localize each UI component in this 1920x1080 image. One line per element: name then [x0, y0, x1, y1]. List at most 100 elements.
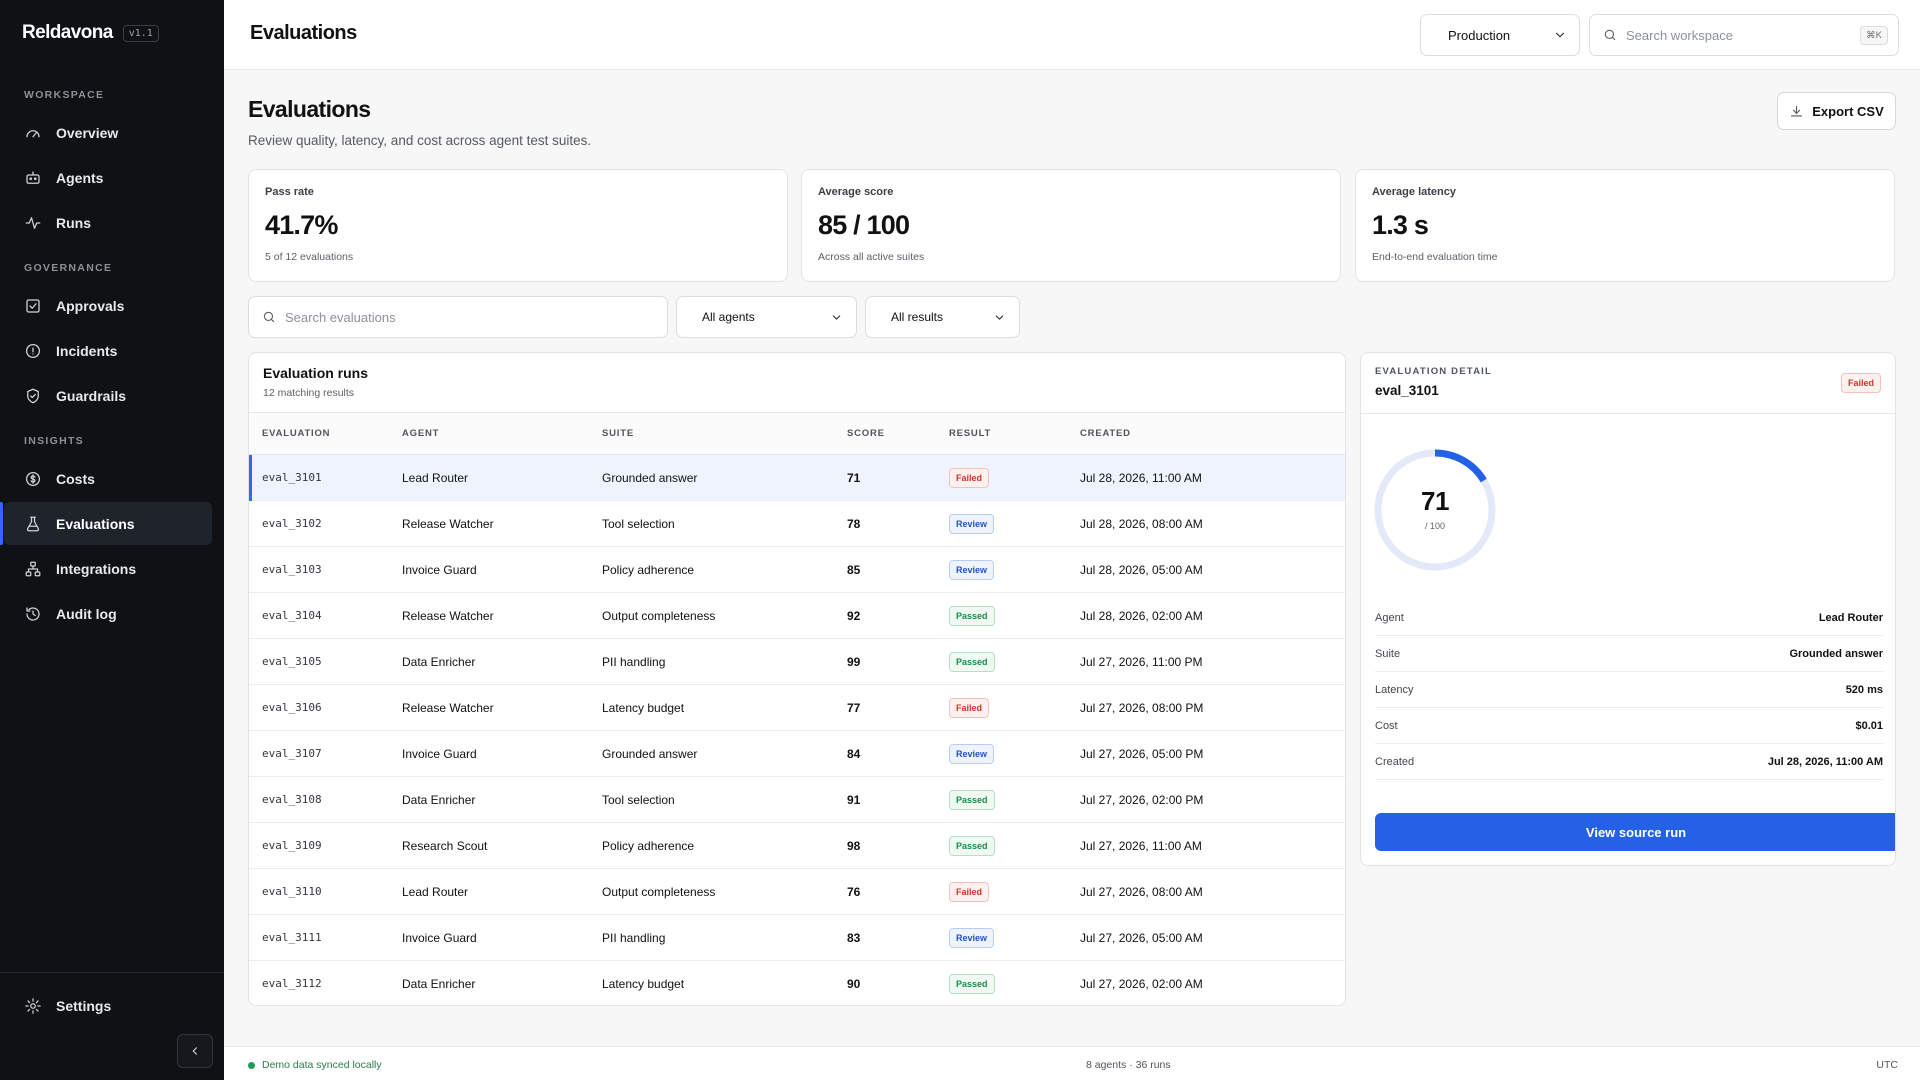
field-key: Suite [1375, 647, 1401, 660]
table-row[interactable]: eval_3102 Release Watcher Tool selection 78… [249, 501, 1345, 547]
sidebar-item-label: Evaluations [56, 515, 135, 532]
cell-suite: Grounded answer [602, 470, 698, 485]
sidebar-item-agents[interactable]: Agents [4, 156, 212, 199]
cell-evaluation-id: eval_3103 [262, 563, 322, 576]
brand-logo-text: Reldavona [22, 22, 113, 43]
cell-score: 90 [847, 976, 861, 991]
table-row[interactable]: eval_3103 Invoice Guard Policy adherence 85… [249, 547, 1345, 593]
sidebar-item-label: Agents [56, 169, 104, 186]
cell-agent: Release Watcher [402, 516, 494, 531]
sidebar-item-overview[interactable]: Overview [4, 111, 212, 154]
table-row[interactable]: eval_3105 Data Enricher PII handling 99 Pass… [249, 639, 1345, 685]
chevron-down-icon [995, 314, 1004, 320]
view-source-run-button[interactable]: View source run [1375, 813, 1895, 851]
evaluation-search-input[interactable]: Search evaluations [248, 296, 668, 338]
workspace-search-input[interactable]: Search workspace ⌘K [1589, 14, 1899, 56]
detail-eyebrow: EVALUATION DETAIL [1375, 366, 1492, 377]
stat-note: End-to-end evaluation time [1372, 251, 1498, 263]
table-row[interactable]: eval_3110 Lead Router Output completeness 7… [249, 869, 1345, 915]
cell-evaluation-id: eval_3112 [262, 977, 322, 990]
brand[interactable]: Reldavona v1.1 [22, 22, 159, 44]
page-title: Evaluations [248, 96, 371, 122]
cell-evaluation-id: eval_3104 [262, 609, 322, 622]
cell-suite: Output completeness [602, 608, 716, 623]
status-badge: Review [949, 559, 995, 580]
result-filter-value: All results [891, 310, 944, 324]
stat-label: Pass rate [265, 186, 314, 198]
footer-timezone: UTC [1876, 1059, 1898, 1071]
table-title: Evaluation runs [263, 365, 369, 381]
column-header-score[interactable]: SCORE [847, 428, 885, 439]
cell-result: Passed [949, 605, 1080, 626]
result-filter-select[interactable]: All results [865, 296, 1020, 338]
robot-icon [26, 170, 40, 184]
collapse-sidebar-button[interactable] [177, 1034, 213, 1068]
sidebar-item-guardrails[interactable]: Guardrails [4, 374, 212, 417]
table-row[interactable]: eval_3104 Release Watcher Output completen… [249, 593, 1345, 639]
sidebar-item-audit-log[interactable]: Audit log [4, 592, 212, 635]
cell-suite: PII handling [602, 930, 666, 945]
export-csv-button[interactable]: Export CSV [1777, 92, 1896, 130]
sidebar-item-approvals[interactable]: Approvals [4, 284, 212, 327]
shortcut-hint: ⌘K [1860, 25, 1888, 45]
alert-circle-icon [25, 343, 41, 358]
table-row[interactable]: eval_3109 Research Scout Policy adherence 9… [249, 823, 1345, 869]
cell-created: Jul 28, 2026, 11:00 AM [1080, 470, 1202, 485]
detail-evaluation-id: eval_3101 [1375, 383, 1439, 398]
download-icon [1791, 105, 1803, 116]
table-row[interactable]: eval_3107 Invoice Guard Grounded answer 84 R… [249, 731, 1345, 777]
table-row[interactable]: eval_3111 Invoice Guard PII handling 83 Revi… [249, 915, 1345, 961]
table-header: Evaluation runs 12 matching results [249, 353, 1345, 413]
column-header-evaluation[interactable]: EVALUATION [262, 428, 331, 439]
table-row[interactable]: eval_3101 Lead Router Grounded answer 71 Fai… [249, 455, 1345, 501]
nav-section-insights: INSIGHTS [24, 435, 84, 447]
gauge-max: / 100 [1424, 521, 1446, 531]
cell-suite: Tool selection [602, 792, 675, 807]
table-row[interactable]: eval_3106 Release Watcher Latency budget 77… [249, 685, 1345, 731]
history-icon [26, 606, 40, 621]
sidebar-item-evaluations[interactable]: Evaluations [0, 502, 212, 545]
cell-result: Passed [949, 651, 1080, 672]
environment-select[interactable]: Production [1420, 14, 1580, 56]
cell-created: Jul 27, 2026, 02:00 PM [1080, 792, 1204, 807]
stat-note: 5 of 12 evaluations [265, 251, 354, 263]
field-key: Latency [1375, 683, 1414, 696]
stat-card-pass-rate: Pass rate 41.7% 5 of 12 evaluations [248, 169, 788, 282]
cell-created: Jul 27, 2026, 05:00 AM [1080, 930, 1203, 945]
cell-agent: Data Enricher [402, 654, 476, 669]
cell-result: Passed [949, 973, 1080, 994]
column-header-created[interactable]: CREATED [1080, 428, 1131, 439]
cell-created: Jul 27, 2026, 11:00 AM [1080, 838, 1202, 853]
cell-evaluation-id: eval_3108 [262, 793, 322, 806]
column-header-suite[interactable]: SUITE [602, 428, 634, 439]
cell-agent: Lead Router [402, 470, 469, 485]
stat-label: Average latency [1372, 186, 1456, 198]
cell-result: Failed [949, 881, 1080, 902]
stat-card-average-score: Average score 85 / 100 Across all active… [801, 169, 1341, 282]
status-badge: Failed [949, 881, 990, 902]
column-header-agent[interactable]: AGENT [402, 428, 440, 439]
field-key: Cost [1375, 719, 1398, 732]
agent-filter-select[interactable]: All agents [676, 296, 857, 338]
cell-created: Jul 28, 2026, 02:00 AM [1080, 608, 1203, 623]
sidebar-item-runs[interactable]: Runs [4, 201, 212, 244]
column-header-result[interactable]: RESULT [949, 428, 992, 439]
cell-agent: Research Scout [402, 838, 488, 853]
status-footer: Demo data synced locally 8 agents · 36 r… [224, 1046, 1920, 1080]
status-badge: Passed [949, 789, 995, 810]
cell-agent: Invoice Guard [402, 562, 477, 577]
sidebar-item-integrations[interactable]: Integrations [4, 547, 212, 590]
dollar-circle-icon [25, 471, 41, 486]
cell-score: 76 [847, 884, 861, 899]
table-row[interactable]: eval_3112 Data Enricher Latency budget 90 Pa… [249, 961, 1345, 1005]
search-placeholder: Search workspace [1626, 27, 1733, 43]
environment-value: Production [1448, 27, 1511, 43]
sidebar-item-costs[interactable]: Costs [4, 457, 212, 500]
table-row[interactable]: eval_3108 Data Enricher Tool selection 91 Pa… [249, 777, 1345, 823]
sidebar-item-settings[interactable]: Settings [4, 984, 212, 1027]
cell-created: Jul 27, 2026, 02:00 AM [1080, 976, 1203, 991]
score-gauge [1374, 449, 1496, 571]
network-icon [25, 561, 41, 576]
sidebar-divider [0, 972, 224, 973]
sidebar-item-incidents[interactable]: Incidents [4, 329, 212, 372]
